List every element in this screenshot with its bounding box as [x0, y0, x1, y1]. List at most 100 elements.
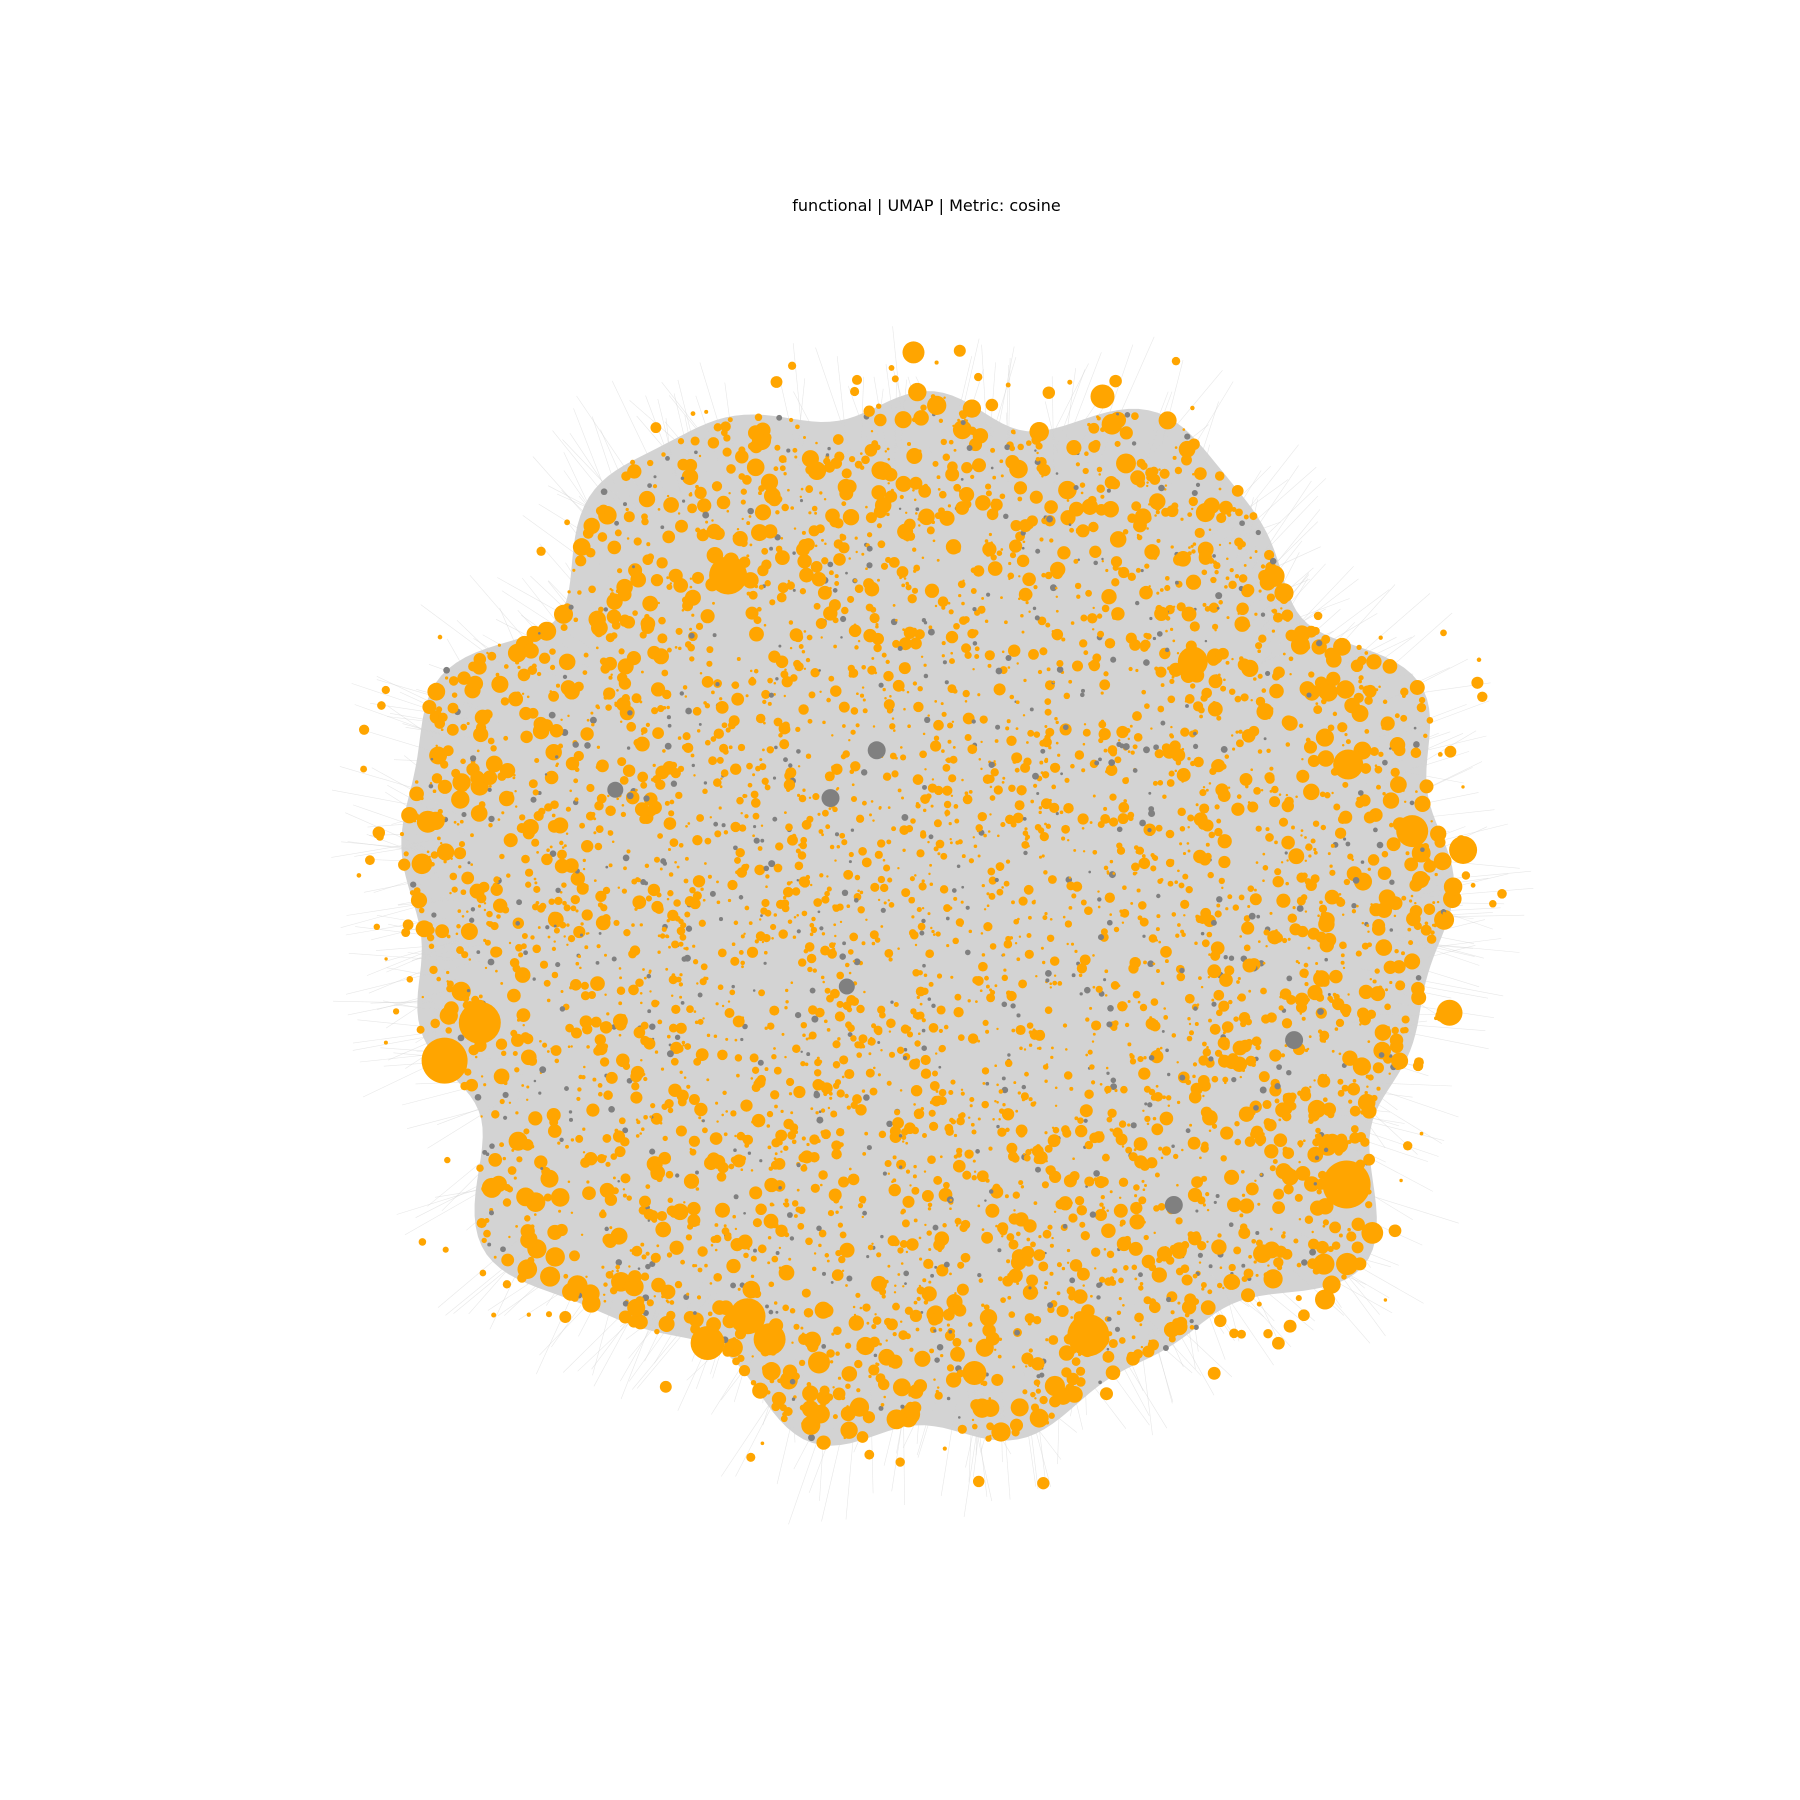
node-primary	[630, 1065, 645, 1080]
node-primary	[506, 873, 511, 878]
node-primary	[964, 700, 968, 703]
node-primary	[736, 796, 744, 805]
node-primary	[620, 1173, 631, 1184]
node-primary	[643, 1114, 648, 1120]
node-primary	[751, 1066, 760, 1074]
node-primary	[584, 945, 589, 950]
node-primary	[760, 824, 764, 827]
node-primary	[1273, 1151, 1277, 1155]
node-primary	[713, 423, 722, 432]
node-primary	[444, 676, 449, 680]
node-primary	[644, 863, 650, 869]
node-primary	[626, 721, 637, 732]
node-secondary	[559, 1006, 566, 1012]
node-primary	[1157, 705, 1165, 713]
node-primary	[833, 923, 837, 927]
node-primary	[1238, 729, 1243, 734]
node-primary	[1269, 1165, 1276, 1172]
node-primary	[437, 808, 443, 815]
node-primary	[754, 864, 766, 876]
node-primary	[447, 702, 459, 714]
node-primary	[846, 1105, 851, 1110]
node-primary	[855, 723, 860, 728]
node-primary	[437, 836, 441, 841]
node-primary	[1033, 1249, 1046, 1261]
node-primary	[761, 547, 769, 555]
node-primary	[772, 1203, 775, 1207]
node-secondary	[1167, 1072, 1171, 1077]
node-primary	[1338, 1052, 1342, 1056]
node-primary	[920, 488, 924, 493]
node-primary	[833, 553, 846, 566]
node-primary	[450, 857, 453, 860]
node-primary	[698, 1116, 702, 1120]
node-primary	[553, 1196, 560, 1203]
node-primary	[783, 779, 796, 791]
node-primary	[947, 504, 951, 508]
node-primary	[604, 1155, 607, 1159]
node-secondary	[788, 763, 793, 768]
node-primary	[918, 882, 927, 891]
node-primary	[1319, 791, 1326, 798]
node-primary	[920, 1068, 932, 1079]
node-primary	[821, 932, 826, 936]
node-primary	[762, 936, 768, 941]
node-primary	[668, 568, 683, 583]
node-primary	[899, 494, 904, 500]
node-primary	[501, 1253, 515, 1267]
node-primary	[1092, 794, 1096, 798]
node-primary	[746, 591, 751, 596]
node-primary	[781, 721, 790, 730]
node-primary	[687, 1201, 701, 1216]
node-secondary	[900, 1404, 905, 1409]
node-primary	[826, 886, 832, 892]
node-primary	[1296, 995, 1306, 1006]
node-primary	[976, 1170, 989, 1183]
node-primary	[877, 578, 880, 582]
node-primary	[674, 860, 677, 864]
node-primary	[758, 491, 762, 496]
node-primary	[1263, 1241, 1281, 1259]
node-primary	[725, 1110, 729, 1113]
node-primary	[1315, 962, 1319, 965]
node-primary	[678, 842, 684, 848]
node-primary	[1159, 878, 1164, 882]
node-primary	[1026, 440, 1032, 446]
node-primary	[982, 774, 993, 785]
node-primary	[1131, 1264, 1138, 1271]
node-primary	[1255, 861, 1259, 864]
node-primary	[825, 1393, 834, 1401]
node-primary	[809, 1134, 820, 1145]
node-secondary	[627, 710, 633, 716]
node-primary	[1200, 1282, 1207, 1288]
node-primary	[810, 668, 820, 678]
node-primary	[901, 530, 913, 541]
node-primary	[1247, 801, 1259, 813]
edge	[473, 638, 543, 683]
node-primary	[992, 1183, 1001, 1192]
node-primary	[1068, 905, 1073, 910]
node-primary	[1111, 607, 1125, 621]
node-primary	[1091, 1247, 1101, 1257]
node-primary	[962, 1170, 972, 1180]
node-primary	[1426, 934, 1437, 944]
node-primary	[1281, 1018, 1293, 1029]
node-primary	[547, 1124, 562, 1138]
node-primary	[669, 1300, 675, 1305]
node-primary	[449, 872, 458, 881]
node-primary	[895, 618, 898, 622]
node-primary	[1206, 1208, 1210, 1212]
edge	[917, 1367, 947, 1458]
node-secondary	[1069, 1277, 1076, 1284]
node-primary	[486, 910, 493, 918]
node-primary	[998, 1089, 1004, 1094]
node-primary	[1036, 451, 1039, 455]
node-secondary	[789, 1378, 796, 1385]
node-primary	[621, 888, 628, 894]
node-primary	[486, 651, 489, 655]
node-primary	[855, 550, 858, 554]
node-primary	[597, 532, 608, 542]
node-primary	[988, 1146, 993, 1151]
node-primary	[1298, 1160, 1301, 1164]
node-primary	[861, 857, 872, 868]
